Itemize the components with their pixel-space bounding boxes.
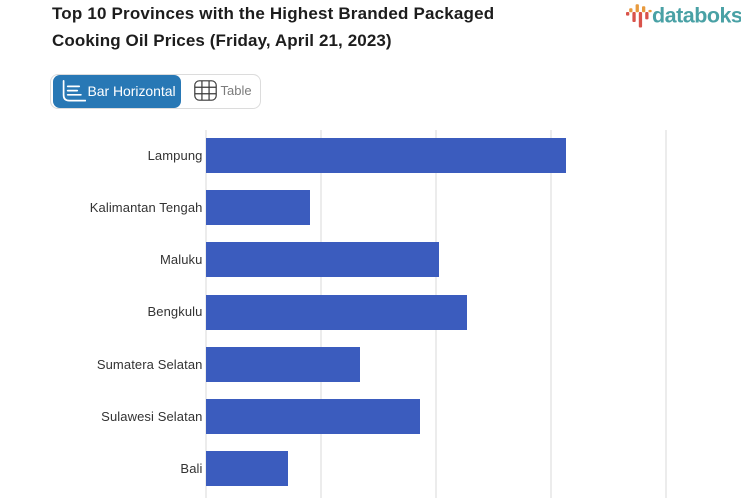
svg-text:databoks: databoks <box>652 4 741 28</box>
